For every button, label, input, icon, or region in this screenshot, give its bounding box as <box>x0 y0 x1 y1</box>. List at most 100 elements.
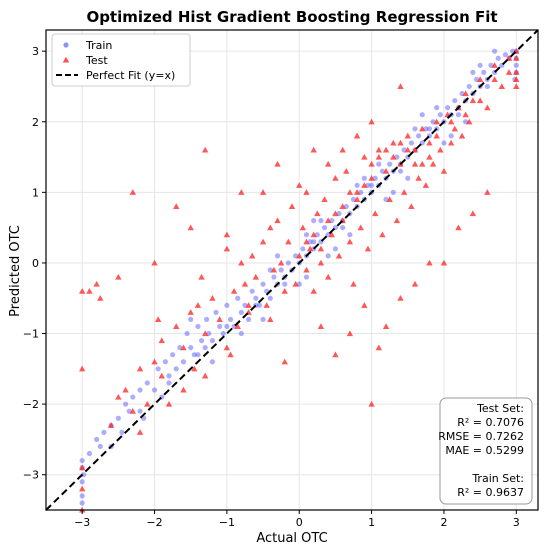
test-point <box>209 295 216 301</box>
test-point <box>78 485 86 492</box>
train-point <box>202 345 208 351</box>
train-point <box>477 62 483 68</box>
train-point <box>195 352 201 358</box>
train-point <box>151 387 158 393</box>
legend-box <box>51 33 191 87</box>
test-point <box>353 189 361 195</box>
test-point <box>390 153 397 160</box>
plot-frame <box>45 29 539 511</box>
train-point <box>441 140 447 146</box>
test-point <box>350 280 357 287</box>
test-point <box>314 210 321 217</box>
test-point <box>259 238 267 245</box>
train-point <box>387 161 393 167</box>
y-tick-label: 0 <box>32 257 39 270</box>
train-point <box>79 500 85 506</box>
test-point <box>462 111 469 118</box>
train-point <box>321 225 328 231</box>
x-tick-label: 3 <box>513 516 520 529</box>
stats-line: R² = 0.9637 <box>457 486 524 499</box>
test-point <box>78 365 86 372</box>
test-point <box>267 224 274 231</box>
test-point <box>288 203 296 210</box>
test-point <box>285 238 292 245</box>
test-point <box>136 365 144 372</box>
test-point <box>263 302 270 308</box>
legend-entry: Test <box>62 54 108 67</box>
train-point <box>267 295 273 301</box>
test-point <box>281 287 288 294</box>
train-point <box>249 288 255 294</box>
train-point <box>224 302 230 308</box>
train-point <box>282 281 288 287</box>
test-point <box>310 231 317 238</box>
train-point <box>170 352 176 358</box>
test-point <box>375 153 383 160</box>
train-point <box>434 105 440 111</box>
test-point <box>238 259 245 266</box>
y-tick-label: 1 <box>32 186 39 199</box>
train-point <box>79 457 85 464</box>
train-point <box>101 429 107 435</box>
test-point <box>357 224 364 231</box>
x-tick-label: −2 <box>146 516 162 529</box>
test-point <box>361 302 368 308</box>
test-point <box>173 323 180 330</box>
test-point <box>78 287 86 294</box>
train-point <box>184 330 190 337</box>
test-point <box>223 245 231 252</box>
train-point <box>484 83 490 90</box>
test-point <box>245 302 252 308</box>
train-point <box>405 175 411 181</box>
test-point <box>281 358 288 365</box>
train-point <box>408 140 414 146</box>
test-point <box>274 217 281 224</box>
train-point <box>285 260 291 266</box>
test-point <box>397 295 404 301</box>
test-point <box>129 189 137 195</box>
train-point <box>180 359 187 365</box>
test-point <box>397 83 404 90</box>
train-point <box>235 295 241 301</box>
test-point <box>194 302 202 308</box>
test-point <box>447 118 455 125</box>
test-point <box>158 337 165 344</box>
test-point <box>332 210 339 217</box>
y-axis-label: Predicted OTC <box>8 225 23 317</box>
test-point <box>324 217 332 224</box>
test-point <box>368 400 375 407</box>
test-point <box>339 203 346 210</box>
test-point <box>422 182 430 188</box>
test-point <box>484 189 491 195</box>
stats-box-frame <box>439 397 533 505</box>
test-point <box>86 287 93 294</box>
test-point <box>505 69 513 75</box>
test-point <box>447 139 455 146</box>
test-point <box>433 132 440 139</box>
train-point <box>97 443 103 450</box>
test-point <box>332 175 339 181</box>
test-point <box>455 224 462 231</box>
test-point <box>180 386 187 393</box>
y-tick-label: −3 <box>23 469 39 482</box>
test-point <box>332 351 339 358</box>
test-point <box>476 76 484 82</box>
test-point <box>238 189 245 195</box>
test-point <box>346 238 354 245</box>
test-point <box>216 316 223 322</box>
test-point <box>404 146 411 153</box>
test-point <box>292 280 299 287</box>
test-point <box>310 146 317 153</box>
test-point <box>180 344 187 351</box>
train-point <box>115 415 121 421</box>
x-tick-label: −3 <box>74 516 90 529</box>
perfect-fit-line <box>45 29 539 511</box>
test-point <box>173 203 180 210</box>
test-point <box>368 175 375 181</box>
test-point <box>375 344 383 351</box>
test-point <box>230 287 238 294</box>
train-point <box>245 316 252 323</box>
train-point <box>455 112 462 118</box>
